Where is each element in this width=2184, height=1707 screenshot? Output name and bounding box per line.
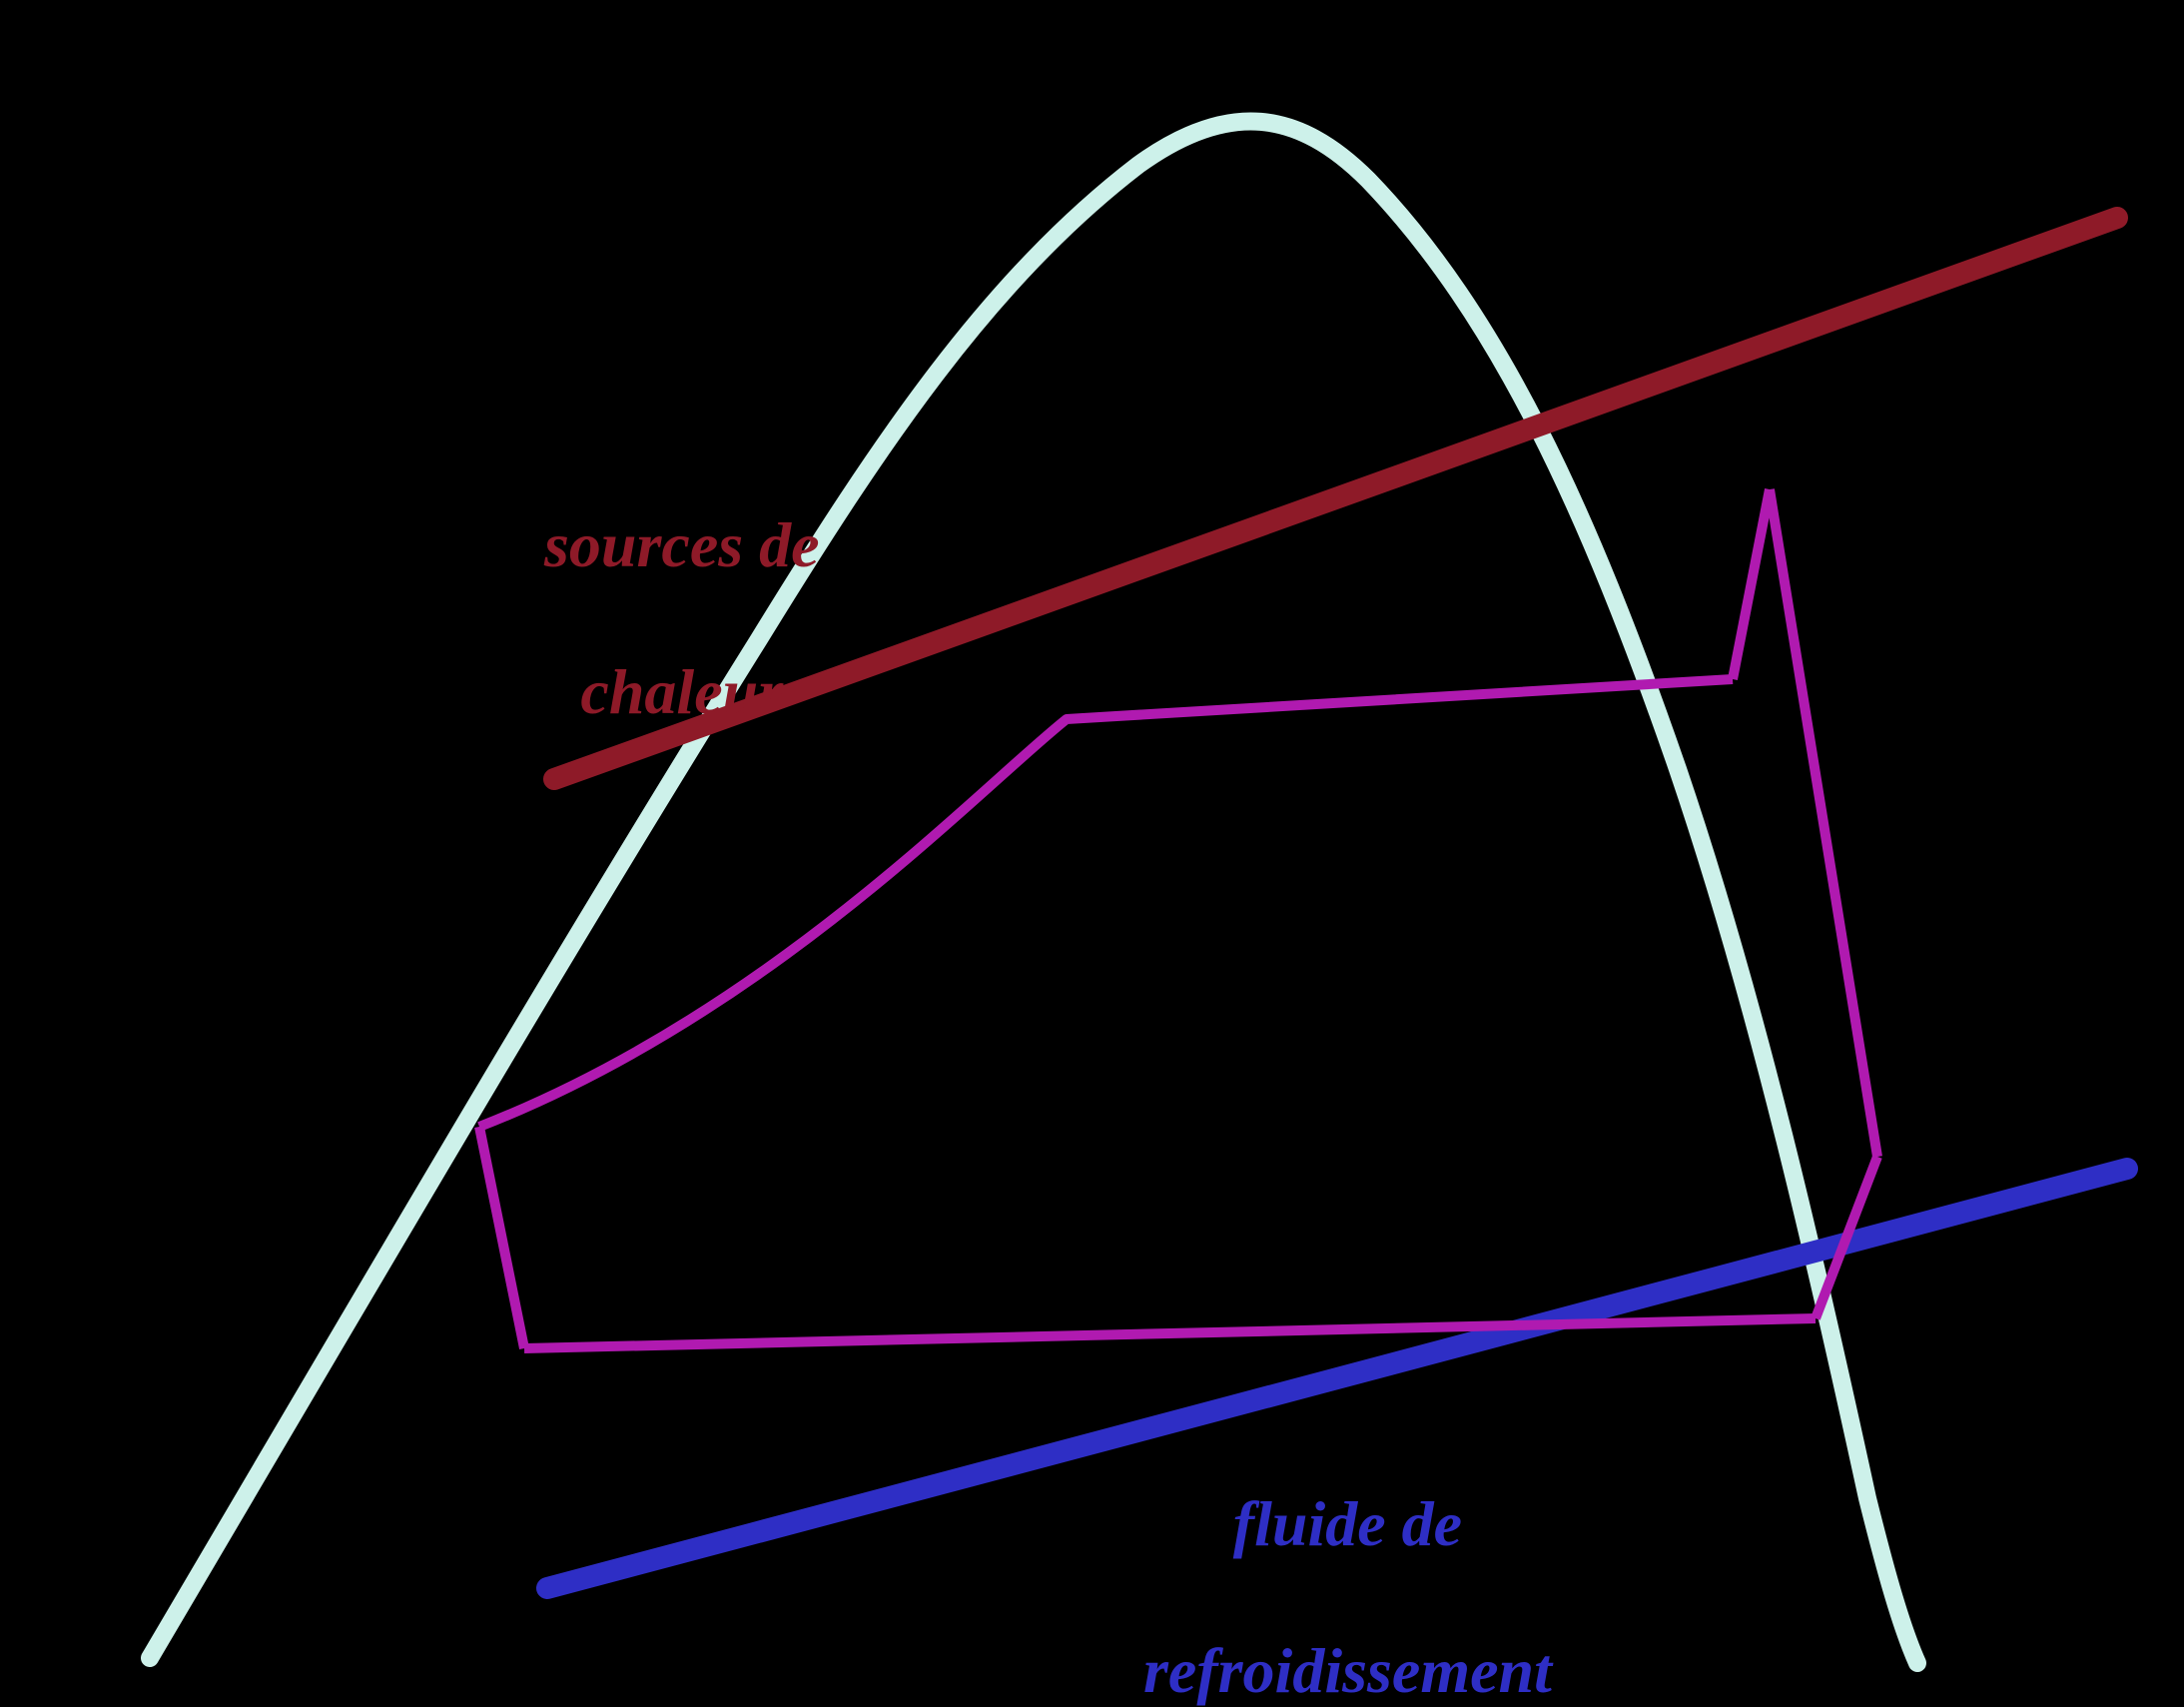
cold-source-label-line1: fluide de (1233, 1488, 1462, 1559)
cycle-node-label-4: 4 (1798, 441, 1825, 505)
y-axis-label: T (170, 55, 213, 136)
diagram-svg (0, 0, 2184, 1700)
hot-source-label-line2: chaleur (580, 656, 783, 727)
hot-source-label-line1: sources de (544, 509, 820, 580)
cycle-node-label-6: 6 (1842, 1315, 1870, 1379)
cold-source-label: fluide de refroidissement (1143, 1413, 1552, 1707)
thermodynamic-diagram: T s sources de chaleur fluide de refroid… (0, 0, 2184, 1700)
x-axis-label: s (2097, 1593, 2124, 1674)
cold-source-label-line2: refroidissement (1143, 1635, 1552, 1706)
cycle-node-label-5: 5 (1897, 1126, 1925, 1190)
hot-source-label: sources de chaleur (544, 434, 820, 728)
cycle-node-label-1: 1 (469, 1345, 497, 1409)
cycle-node-label-2: 2 (407, 1101, 435, 1165)
cycle-node-label-3: 3 (1688, 606, 1716, 670)
